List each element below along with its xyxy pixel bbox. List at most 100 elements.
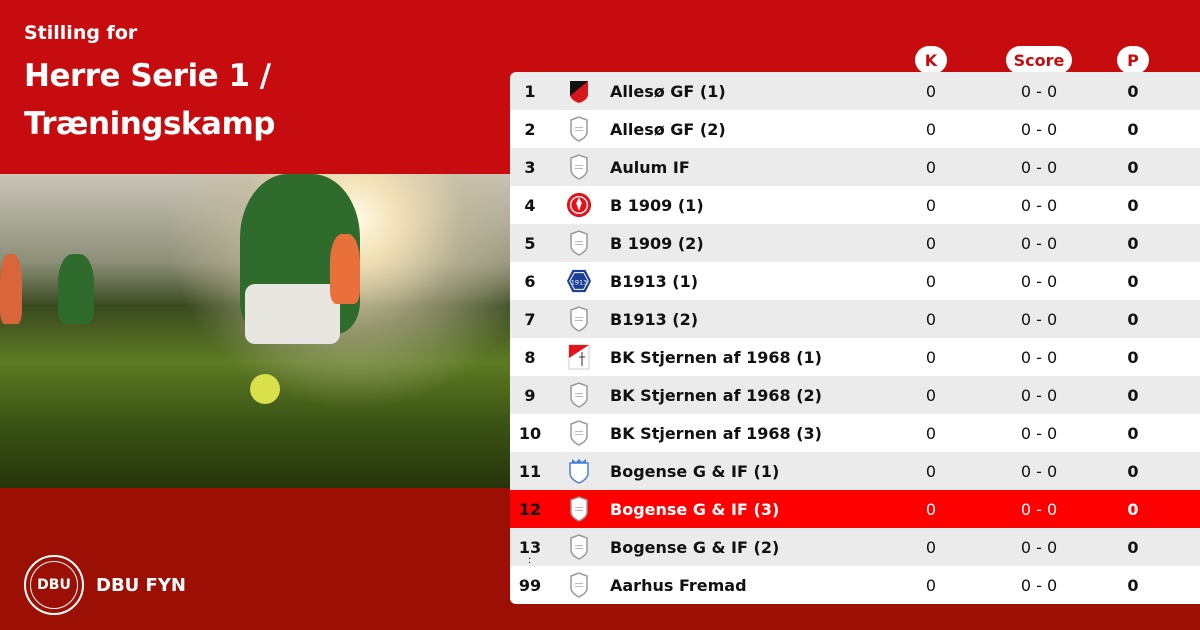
matches-played: 0	[925, 575, 937, 595]
goal-score: 0 - 0	[1020, 499, 1058, 519]
team-name: Bogense G & IF (2)	[610, 537, 780, 557]
goal-score: 0 - 0	[1020, 423, 1058, 443]
stjernen-crest-icon	[566, 344, 592, 370]
team-name: Bogense G & IF (3)	[610, 499, 780, 519]
team-name: BK Stjernen af 1968 (1)	[610, 347, 822, 367]
placeholder-shield-icon	[566, 382, 592, 408]
points: 0	[1127, 347, 1139, 367]
placeholder-shield-icon	[566, 306, 592, 332]
b1913-crest-icon: 1913	[566, 268, 592, 294]
team-name: Aulum IF	[610, 157, 690, 177]
points: 0	[1127, 423, 1139, 443]
brand-name: DBU FYN	[96, 574, 186, 596]
points: 0	[1127, 195, 1139, 215]
rank: 99	[518, 575, 542, 595]
points: 0	[1127, 385, 1139, 405]
matches-played: 0	[925, 233, 937, 253]
table-row: 6 1913 B1913 (1) 0 0 - 0 0	[510, 262, 1200, 300]
goal-score: 0 - 0	[1020, 157, 1058, 177]
team-name: B1913 (1)	[610, 271, 699, 291]
column-header-k: K	[915, 46, 947, 74]
points: 0	[1127, 575, 1139, 595]
points: 0	[1127, 461, 1139, 481]
points: 0	[1127, 499, 1139, 519]
table-row: 3 Aulum IF 0 0 - 0 0	[510, 148, 1200, 186]
rank: 6	[524, 271, 536, 291]
team-name: Allesø GF (1)	[610, 81, 726, 101]
matches-played: 0	[925, 271, 937, 291]
team-name: BK Stjernen af 1968 (2)	[610, 385, 822, 405]
matches-played: 0	[925, 119, 937, 139]
rank: 3	[524, 157, 536, 177]
rank: 4	[524, 195, 536, 215]
rank: 5	[524, 233, 536, 253]
svg-text:1913: 1913	[571, 279, 588, 287]
matches-played: 0	[925, 461, 937, 481]
rank: 2	[524, 119, 536, 139]
placeholder-shield-icon	[566, 116, 592, 142]
rank: 12	[518, 499, 542, 519]
team-name: Allesø GF (2)	[610, 119, 726, 139]
points: 0	[1127, 309, 1139, 329]
placeholder-shield-icon	[566, 572, 592, 598]
matches-played: 0	[925, 499, 937, 519]
table-row: 99 Aarhus Fremad 0 0 - 0 0	[510, 566, 1200, 604]
bogense-crest-icon	[566, 458, 592, 484]
points: 0	[1127, 81, 1139, 101]
matches-played: 0	[925, 423, 937, 443]
column-header-p: P	[1117, 46, 1149, 74]
allesoe-crest-icon	[566, 78, 592, 104]
b1909-crest-icon	[566, 192, 592, 218]
matches-played: 0	[925, 537, 937, 557]
team-name: BK Stjernen af 1968 (3)	[610, 423, 822, 443]
goal-score: 0 - 0	[1020, 119, 1058, 139]
team-name: B 1909 (1)	[610, 195, 704, 215]
rank: 11	[518, 461, 542, 481]
team-name: B 1909 (2)	[610, 233, 704, 253]
goal-score: 0 - 0	[1020, 233, 1058, 253]
standings-table: 1 Allesø GF (1) 0 0 - 0 0 2 Allesø GF (2) 0 0 - …	[510, 72, 1200, 604]
table-row: 1 Allesø GF (1) 0 0 - 0 0	[510, 72, 1200, 110]
page-subtitle: Stilling for	[24, 22, 138, 44]
goal-score: 0 - 0	[1020, 347, 1058, 367]
table-row: 12 Bogense G & IF (3) 0 0 - 0 0	[510, 490, 1200, 528]
points: 0	[1127, 119, 1139, 139]
placeholder-shield-icon	[566, 230, 592, 256]
matches-played: 0	[925, 309, 937, 329]
dbu-seal-logo: DBU	[24, 555, 84, 615]
rank: 9	[524, 385, 536, 405]
rank: 10	[518, 423, 542, 443]
rank: 8	[524, 347, 536, 367]
matches-played: 0	[925, 195, 937, 215]
table-row: 10 BK Stjernen af 1968 (3) 0 0 - 0 0	[510, 414, 1200, 452]
rank: 13	[518, 537, 542, 557]
column-header-score: Score	[1006, 46, 1072, 74]
table-row: 2 Allesø GF (2) 0 0 - 0 0	[510, 110, 1200, 148]
table-row: 4 B 1909 (1) 0 0 - 0 0	[510, 186, 1200, 224]
goal-score: 0 - 0	[1020, 575, 1058, 595]
goal-score: 0 - 0	[1020, 195, 1058, 215]
table-row: 9 BK Stjernen af 1968 (2) 0 0 - 0 0	[510, 376, 1200, 414]
placeholder-shield-icon	[566, 154, 592, 180]
table-row: 8 BK Stjernen af 1968 (1) 0 0 - 0 0	[510, 338, 1200, 376]
table-row: 5 B 1909 (2) 0 0 - 0 0	[510, 224, 1200, 262]
matches-played: 0	[925, 81, 937, 101]
goal-score: 0 - 0	[1020, 81, 1058, 101]
table-row: 11 Bogense G & IF (1) 0 0 - 0 0	[510, 452, 1200, 490]
team-name: Bogense G & IF (1)	[610, 461, 780, 481]
points: 0	[1127, 271, 1139, 291]
team-name: Aarhus Fremad	[610, 575, 747, 595]
points: 0	[1127, 537, 1139, 557]
goal-score: 0 - 0	[1020, 537, 1058, 557]
matches-played: 0	[925, 347, 937, 367]
rank: 1	[524, 81, 536, 101]
rank: 7	[524, 309, 536, 329]
matches-played: 0	[925, 385, 937, 405]
placeholder-shield-icon	[566, 420, 592, 446]
goal-score: 0 - 0	[1020, 309, 1058, 329]
goal-score: 0 - 0	[1020, 271, 1058, 291]
goal-score: 0 - 0	[1020, 461, 1058, 481]
goal-score: 0 - 0	[1020, 385, 1058, 405]
points: 0	[1127, 233, 1139, 253]
